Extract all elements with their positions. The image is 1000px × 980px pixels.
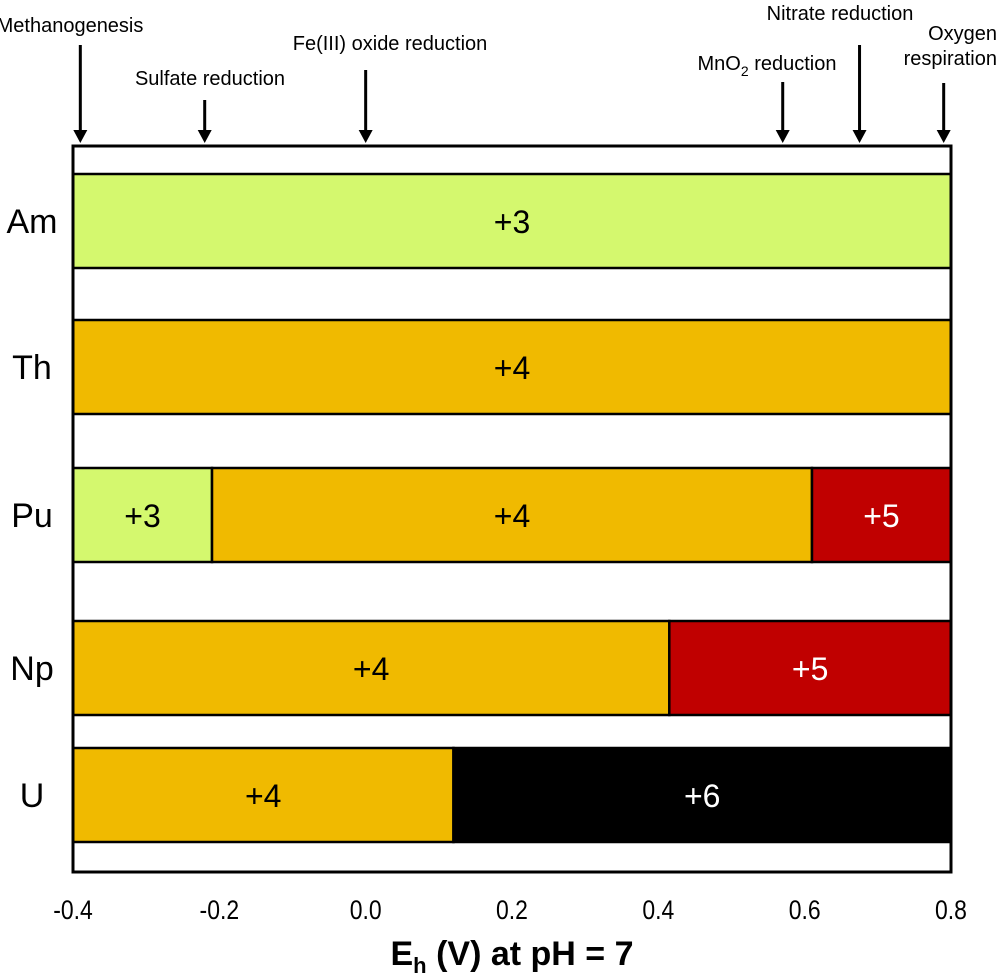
bar-segment-th-ox4 [71,318,953,416]
row-np: +4 +5 [71,619,953,717]
bar-segment-label: +6 [684,778,720,814]
row-th: +4 [71,318,953,416]
bar-segment-label: +4 [494,350,530,386]
arrow-down-icon [197,130,212,143]
bar-segment-label: +3 [494,204,530,240]
arrow-down-icon [358,130,373,143]
arrow-down-icon [73,130,88,143]
row-pu: +3 +4 +5 [71,466,953,564]
bar-segment-u-ox4 [71,746,455,844]
annotation: Oxygen respiration [904,23,997,143]
bar-segment-np-ox5 [668,619,953,717]
row-am: +3 [71,172,953,270]
x-tick-label: 0.6 [789,895,821,925]
row-labels: Am Th Pu Np U [7,203,58,815]
row-label-am: Am [7,203,58,241]
arrow-down-icon [852,130,867,143]
x-tick-label: 0.4 [642,895,674,925]
x-tick-label: 0.2 [496,895,528,925]
x-tick-labels: -0.4 -0.2 0.0 0.2 0.4 0.6 0.8 [53,895,967,925]
bar-segment-pu-ox3 [71,466,214,564]
bar-segment-label: +3 [124,498,160,534]
bar-segment-pu-ox4 [210,466,814,564]
annotation-label: Oxygen [928,23,997,45]
annotation-label: Fe(III) oxide reduction [293,33,488,55]
arrow-down-icon [775,130,790,143]
x-axis-label-rest: (V) at pH = 7 [427,935,634,973]
annotation-label: Nitrate reduction [767,3,914,25]
bar-segment-label: +5 [863,498,899,534]
x-axis-label-subscript: h [413,953,426,978]
bar-segment-label: +4 [353,651,389,687]
annotation-label: Sulfate reduction [135,68,285,90]
x-tick-label: 0.8 [935,895,967,925]
bar-segment-label: +4 [494,498,530,534]
bar-segment-pu-ox5 [810,466,953,564]
annotation: Sulfate reduction [135,68,285,143]
annotation: Methanogenesis [0,15,143,143]
row-label-pu: Pu [11,497,53,535]
annotation-label: MnO2 reduction [698,53,837,79]
annotations: Methanogenesis Sulfate reduction Fe(III) o… [0,3,997,143]
row-label-th: Th [12,349,52,387]
bar-segment-label: +5 [792,651,828,687]
arrow-down-icon [936,130,951,143]
x-tick-label: -0.4 [53,895,93,925]
annotation-label: Methanogenesis [0,15,143,37]
row-u: +4 +6 [71,746,953,844]
bars: +3 +4 +3 +4 +5 +4 +5 +4 +6 [71,172,953,844]
annotation: Nitrate reduction [767,3,914,143]
annotation: MnO2 reduction [698,53,837,143]
x-axis-label: Eh (V) at pH = 7 [390,935,633,978]
bar-segment-am-ox3 [71,172,953,270]
plot-frame [71,144,953,874]
x-tick-label: -0.2 [200,895,240,925]
annotation-label: respiration [904,48,997,70]
annotation: Fe(III) oxide reduction [293,33,488,143]
row-label-u: U [20,777,45,815]
row-label-np: Np [10,650,53,688]
bar-segment-label: +4 [245,778,281,814]
x-tick-label: 0.0 [350,895,382,925]
x-axis-label-main: E [390,935,413,973]
